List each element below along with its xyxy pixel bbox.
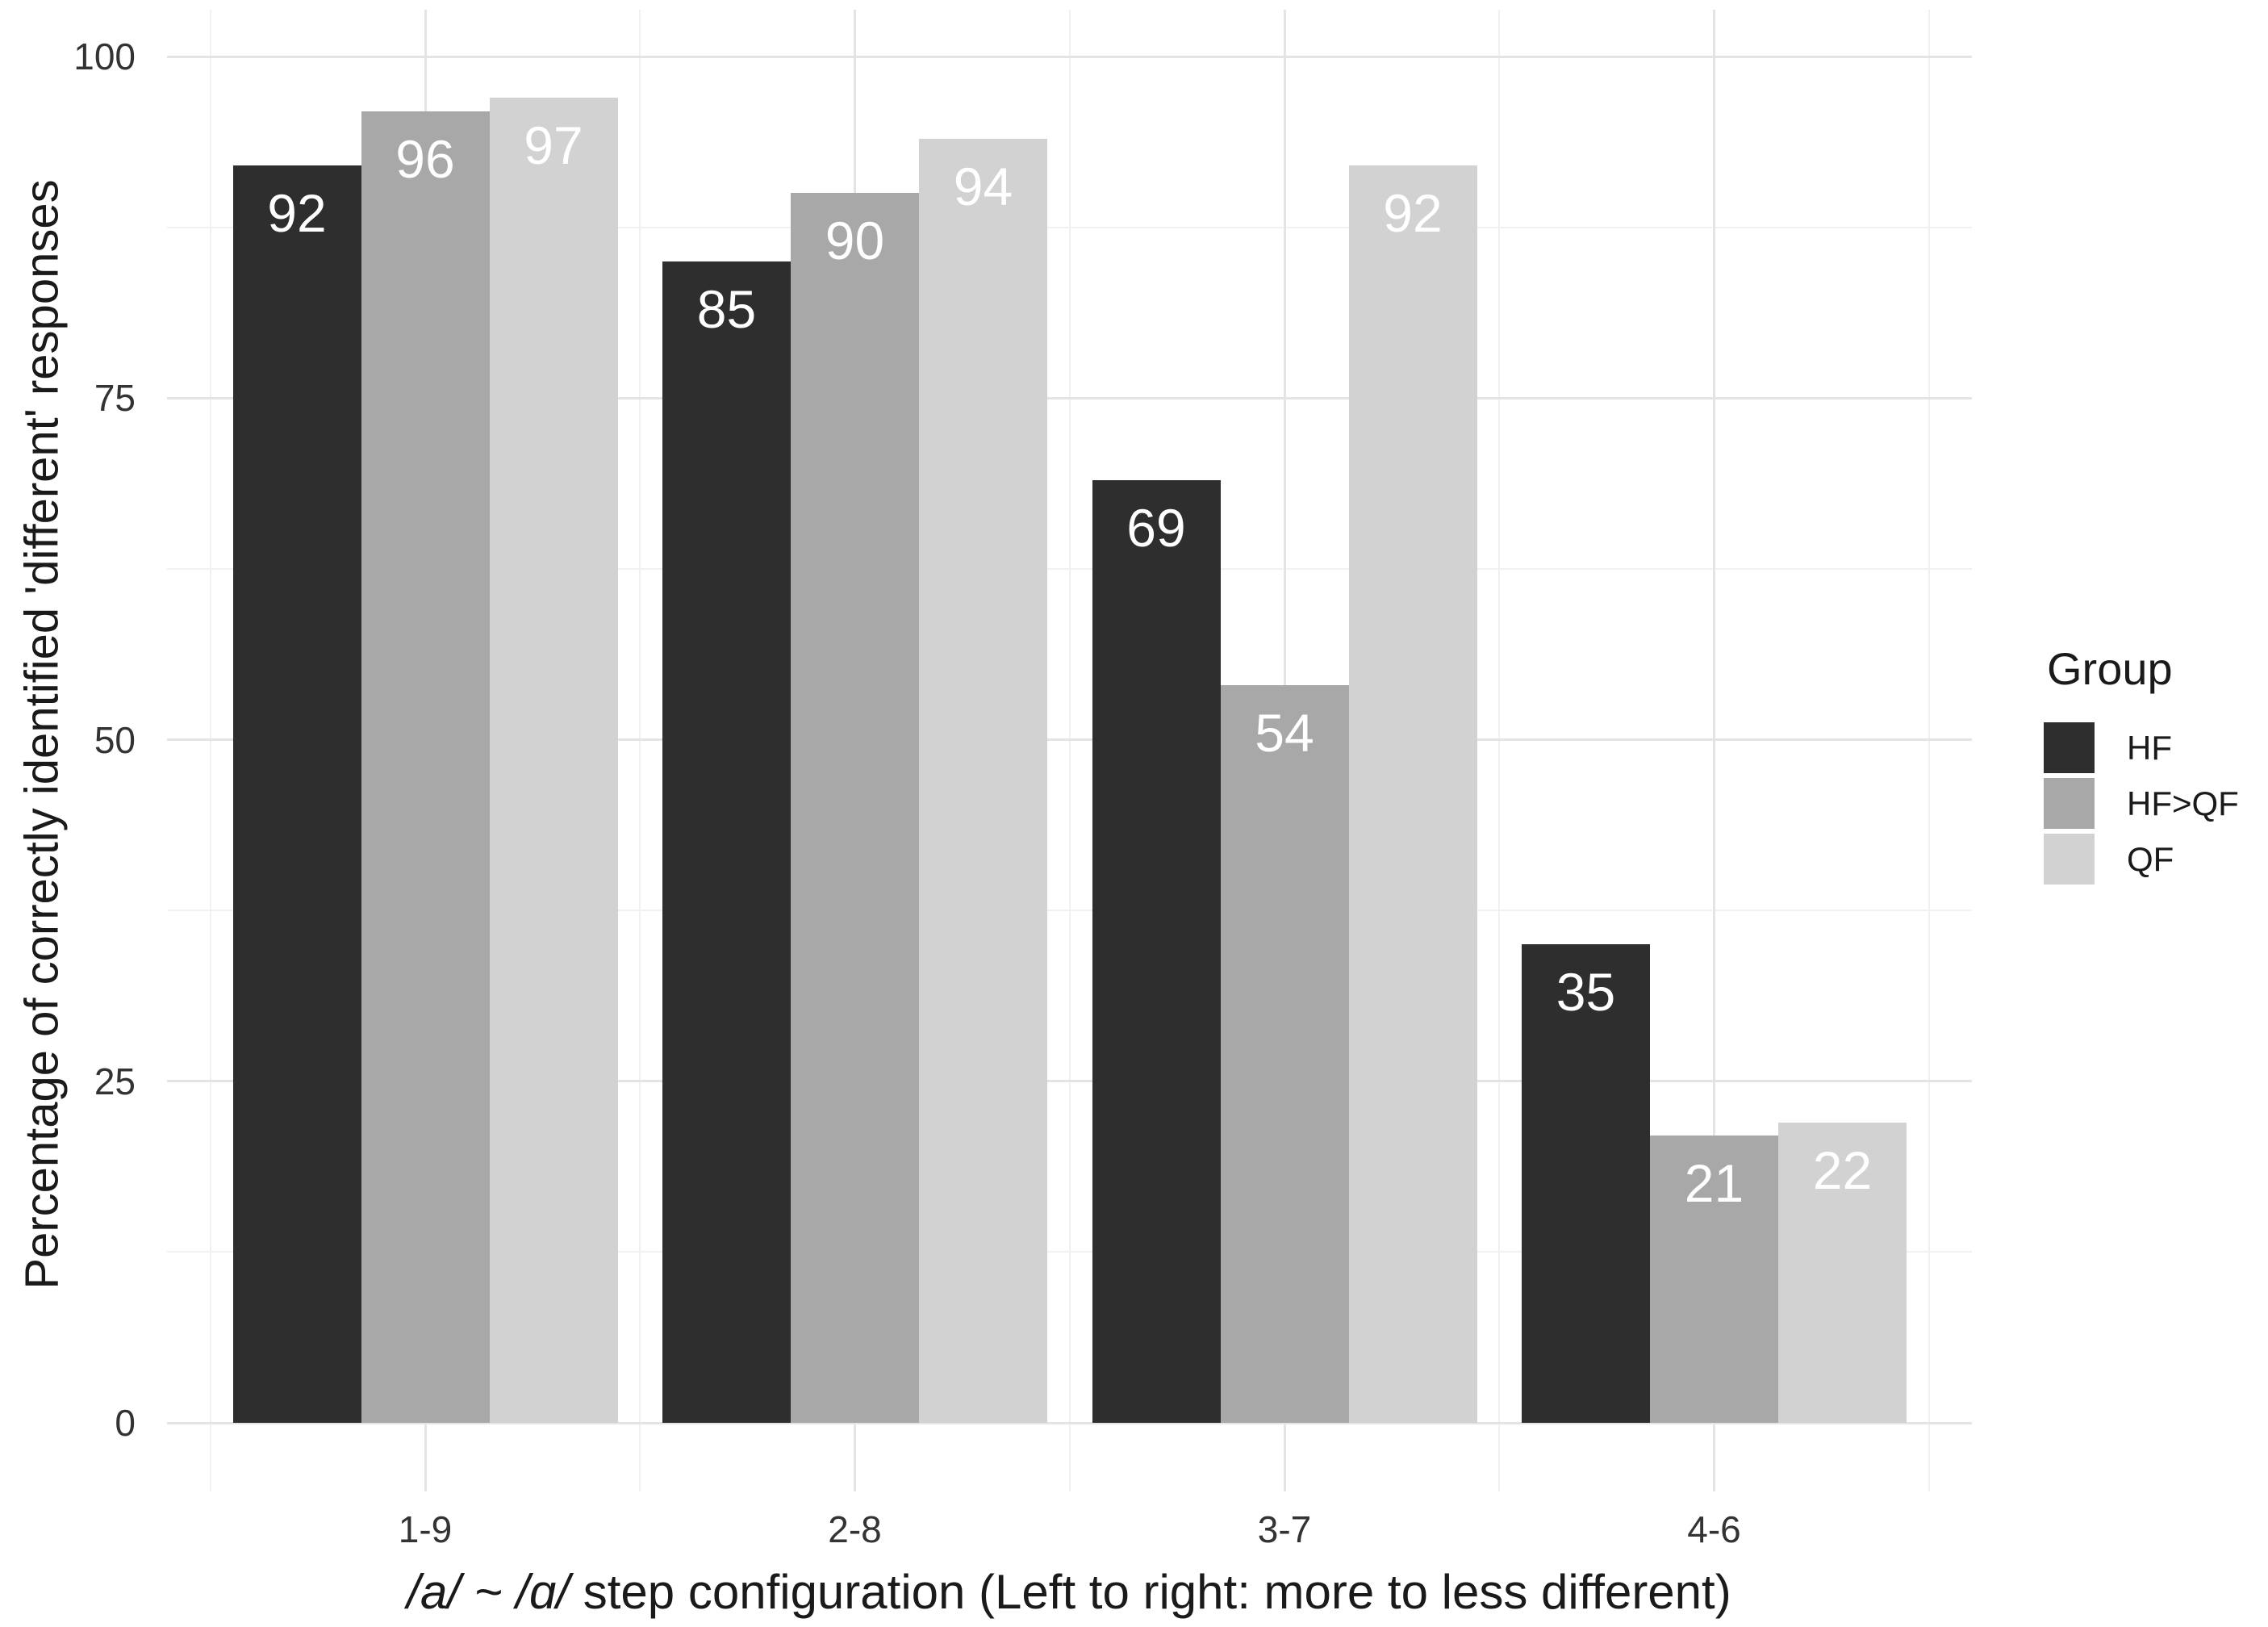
gridline-major-horizontal <box>167 55 1972 58</box>
bar-value-label: 92 <box>267 183 327 244</box>
legend-swatch-HF <box>2044 722 2095 773</box>
y-axis-tick-label: 50 <box>94 718 136 761</box>
gridline-minor-vertical <box>1928 10 1930 1491</box>
bar-value-label: 69 <box>1126 497 1186 558</box>
gridline-minor-vertical <box>1068 10 1071 1491</box>
gridline-major-horizontal <box>167 1421 1972 1424</box>
x-axis-title: /a/ ~ /ɑ/ step configuration (Left to ri… <box>0 1564 2138 1620</box>
legend-label-QF: QF <box>2127 839 2174 878</box>
bar-value-label: 96 <box>395 128 455 189</box>
bar-value-label: 85 <box>696 278 757 339</box>
legend-title: Group <box>2047 643 2173 694</box>
legend-row-HF: HF <box>2044 722 2239 773</box>
legend-swatch-HF>QF <box>2044 778 2095 829</box>
bar-QF-2-8 <box>919 138 1047 1423</box>
legend-row-HF>QF: HF>QF <box>2044 778 2239 829</box>
bar-HF-2-8 <box>662 261 791 1423</box>
legend-rows: HF HF>QF QF <box>2044 722 2239 885</box>
bar-value-label: 92 <box>1383 183 1443 244</box>
y-axis-tick-label: 25 <box>94 1060 136 1102</box>
bar-value-label: 35 <box>1556 962 1616 1023</box>
gridline-major-horizontal <box>167 738 1972 741</box>
legend: Group HF HF>QF QF <box>2044 642 2239 889</box>
gridline-major-vertical <box>1713 10 1715 1491</box>
bar-value-label: 54 <box>1255 702 1314 763</box>
x-axis-tick-label: 2-8 <box>828 1508 882 1550</box>
bar-value-label: 97 <box>524 115 583 175</box>
bar-value-label: 21 <box>1684 1153 1744 1214</box>
legend-label-HF: HF <box>2127 728 2172 767</box>
legend-row-QF: QF <box>2044 834 2239 885</box>
bar-HF>QF-2-8 <box>791 193 919 1423</box>
bar-QF-3-7 <box>1348 165 1477 1423</box>
legend-swatch-QF <box>2044 834 2095 885</box>
bar-QF-4-6 <box>1778 1122 1907 1423</box>
bar-HF>QF-3-7 <box>1220 684 1349 1423</box>
y-axis-tick-label: 100 <box>73 36 136 77</box>
x-axis-title-rest-part: step configuration (Left to right: more … <box>570 1565 1731 1619</box>
bar-QF-1-9 <box>489 97 618 1423</box>
gridline-minor-vertical <box>1498 10 1501 1491</box>
x-axis-title-italic-part: /a/ ~ /ɑ/ <box>407 1565 570 1619</box>
x-axis-tick-label: 4-6 <box>1687 1508 1741 1550</box>
gridline-major-horizontal <box>167 396 1972 399</box>
x-axis-tick-label: 1-9 <box>398 1508 453 1550</box>
y-axis-tick-label: 0 <box>115 1402 136 1444</box>
gridline-major-horizontal <box>167 1080 1972 1083</box>
bar-value-label: 22 <box>1812 1140 1873 1200</box>
y-axis-tick-label: 75 <box>94 377 136 420</box>
bar-HF-3-7 <box>1092 479 1221 1423</box>
bar-HF>QF-4-6 <box>1650 1136 1778 1423</box>
bar-HF-4-6 <box>1522 944 1650 1423</box>
bar-value-label: 90 <box>825 211 885 271</box>
bar-value-label: 94 <box>953 156 1013 216</box>
bar-HF>QF-1-9 <box>361 111 490 1423</box>
legend-label-HF>QF: HF>QF <box>2127 784 2239 822</box>
x-axis-tick-label: 3-7 <box>1257 1508 1312 1550</box>
gridline-minor-vertical <box>639 10 641 1491</box>
gridline-minor-vertical <box>209 10 211 1491</box>
bar-HF-1-9 <box>232 165 361 1423</box>
